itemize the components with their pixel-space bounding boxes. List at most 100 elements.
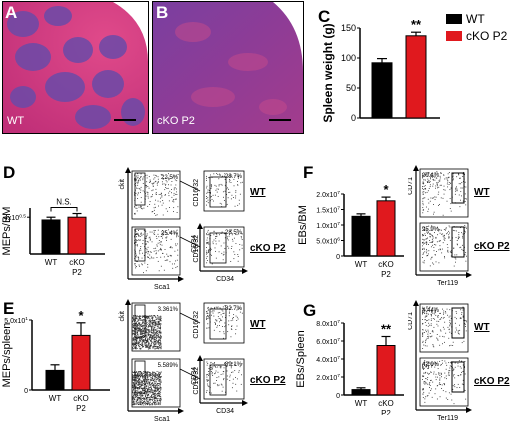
- micrograph-wt: WT: [2, 1, 149, 134]
- flow-events: [132, 371, 162, 406]
- flow-y-label: CD16/32: [193, 367, 200, 395]
- flow-y-label: CD16/32: [193, 311, 200, 339]
- gate-percent: 25.9%: [422, 227, 440, 233]
- flow-plot-frame: [419, 222, 469, 272]
- y-tick-label: 4.0x107: [316, 355, 340, 364]
- y-tick-label: 0: [24, 388, 28, 395]
- gate: [134, 228, 146, 262]
- x-tick-label: P2: [381, 409, 391, 415]
- x-tick-label: WT: [49, 394, 62, 403]
- significance-marker: **: [381, 322, 392, 337]
- flow-x-label: Sca1: [154, 284, 170, 291]
- panel-letter-e: E: [3, 299, 15, 318]
- gate-percent: 3.361%: [158, 307, 179, 313]
- flow-x-label: Ter119: [437, 280, 458, 287]
- row-label: cKO P2: [250, 375, 286, 386]
- y-axis-label: MEPs/spleen: [1, 323, 13, 388]
- significance-marker: *: [78, 310, 84, 323]
- legend-label: WT: [466, 12, 485, 26]
- row-label: cKO P2: [250, 243, 286, 254]
- gate: [209, 364, 227, 396]
- gate-percent: 22.5%: [161, 175, 179, 181]
- flow-plot-frame: [131, 170, 181, 220]
- bar-wt: [45, 369, 65, 391]
- flow-plot-frame: [203, 170, 245, 212]
- y-tick-label: 5.0x101: [4, 316, 28, 325]
- bar-wt: [41, 219, 61, 255]
- arrow-right-icon: [466, 407, 472, 413]
- gate-connector: [179, 236, 201, 248]
- y-tick-label: 2.0x107: [316, 190, 340, 199]
- flow-y-label: CD71: [408, 312, 414, 330]
- gate-connector: [179, 312, 201, 324]
- flow-x-label: Ter119: [437, 415, 458, 422]
- arrow-up-icon: [197, 355, 203, 361]
- y-tick-label: 6.0x107: [316, 337, 340, 346]
- arrow-right-icon: [242, 268, 248, 274]
- arrow-up-icon: [197, 223, 203, 229]
- gate: [451, 172, 465, 204]
- x-tick-label: P2: [76, 404, 86, 413]
- flow-events: [422, 306, 467, 349]
- gate-percent: 89.1%: [225, 362, 243, 368]
- flow-panel-g: 4.44% WT 42.9% cKO P2 CD71 Ter119: [408, 300, 510, 422]
- arrow-right-icon: [178, 276, 184, 282]
- gate: [209, 308, 227, 340]
- flow-events: [422, 360, 467, 405]
- panel-letter-b: B: [156, 3, 169, 22]
- x-tick-label: WT: [45, 258, 58, 267]
- bar-cko: [67, 216, 87, 255]
- scale-bar: [114, 119, 136, 121]
- y-tick-label: 5.0x106: [316, 237, 340, 246]
- gate-percent: 5.589%: [158, 363, 179, 369]
- arrow-up-icon: [125, 299, 131, 305]
- flow-y-label: ckit: [119, 179, 126, 190]
- row-label: WT: [250, 187, 266, 198]
- bar-wt: [351, 215, 371, 257]
- gate: [209, 176, 227, 208]
- flow-plot-frame: [419, 303, 469, 353]
- y-tick-label: 2.0x107: [316, 373, 340, 382]
- gate: [134, 360, 146, 394]
- y-tick-label: 1.0x107: [316, 221, 340, 230]
- flow-y-label: CD16/32: [193, 179, 200, 207]
- flow-x-label: CD34: [216, 276, 234, 283]
- legend-swatch: [446, 31, 462, 41]
- legend-swatch: [446, 14, 462, 24]
- x-tick-label: cKO: [73, 394, 89, 403]
- scale-bar: [269, 119, 291, 121]
- flow-plot-frame: [131, 302, 181, 352]
- bar-cko: [71, 334, 91, 391]
- row-label: WT: [474, 322, 490, 333]
- flow-x-label: CD34: [216, 408, 234, 415]
- flow-plot-frame: [203, 302, 245, 344]
- panel-letter-c: C: [318, 7, 331, 26]
- gate-percent: 82.7%: [225, 306, 243, 312]
- arrow-right-icon: [178, 408, 184, 414]
- panel-letter-d: D: [3, 163, 16, 182]
- flow-plot-frame: [419, 357, 469, 407]
- y-tick-label: 1.5x107: [316, 206, 340, 215]
- row-label: WT: [250, 319, 266, 330]
- significance-marker: **: [411, 20, 422, 32]
- flow-panel-f: 20.4% WT 25.9% cKO P2 CD71 Ter119: [408, 165, 510, 287]
- gate-percent: 25.4%: [161, 231, 179, 237]
- y-tick-label: 0: [336, 393, 340, 400]
- gate: [134, 172, 146, 206]
- arrow-right-icon: [242, 400, 248, 406]
- flow-events: [206, 173, 243, 208]
- wt-tissue-image: [3, 2, 148, 133]
- flow-events: [134, 229, 179, 274]
- row-label: cKO P2: [474, 241, 510, 252]
- x-tick-label: WT: [355, 260, 368, 269]
- flow-y-label: CD34: [191, 367, 198, 385]
- gate: [451, 226, 465, 258]
- bar-cko: [405, 35, 427, 119]
- legend-item-wt: WT: [446, 12, 507, 26]
- flow-events: [422, 171, 467, 216]
- bar-wt: [351, 389, 371, 396]
- micrograph-cko-label: cKO P2: [157, 115, 195, 127]
- bar-cko: [376, 200, 396, 257]
